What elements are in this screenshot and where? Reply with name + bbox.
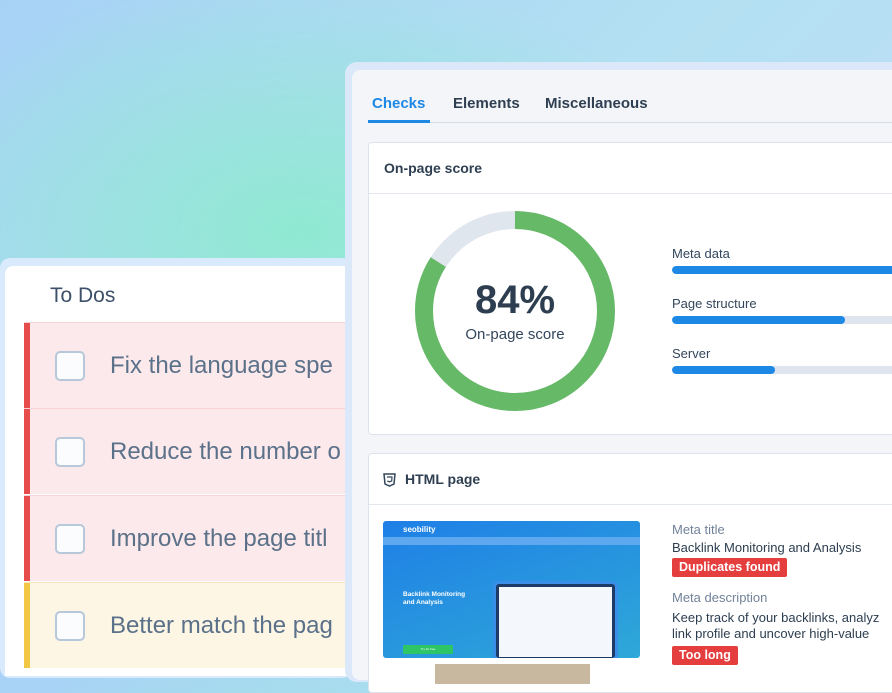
divider <box>369 193 892 194</box>
todo-title: To Dos <box>50 284 116 307</box>
todo-checkbox[interactable] <box>55 437 85 467</box>
onpage-score-card: On-page score 84% On-page score Meta dat… <box>368 142 892 435</box>
preview-hero-title: Backlink Monitoring and Analysis <box>403 591 465 607</box>
todo-text: Fix the language spe <box>110 352 333 379</box>
tab-elements[interactable]: Elements <box>453 95 520 112</box>
category-label: Server <box>672 346 711 361</box>
category-bar-fill <box>672 316 845 324</box>
score-label: On-page score <box>465 326 565 343</box>
divider <box>369 504 892 505</box>
preview-hero-line: and Analysis <box>403 599 443 606</box>
tab-divider <box>368 122 892 123</box>
preview-hero-line: Backlink Monitoring <box>403 591 466 598</box>
priority-bar <box>24 323 30 408</box>
todo-item[interactable]: Reduce the number o <box>24 408 350 494</box>
category-bar <box>672 266 892 274</box>
priority-bar <box>24 496 30 581</box>
preview-cta: Try for free <box>403 645 453 654</box>
score-value: 84% <box>474 278 556 322</box>
todo-checkbox[interactable] <box>55 611 85 641</box>
todo-panel: To Dos Fix the language spe Reduce the n… <box>5 266 350 676</box>
category-label: Meta data <box>672 246 730 261</box>
preview-breadcrumb <box>383 537 640 545</box>
active-tab-indicator <box>368 120 430 123</box>
html5-icon <box>383 473 396 487</box>
priority-bar <box>24 409 30 494</box>
todo-item[interactable]: Better match the pag <box>24 582 350 668</box>
preview-device <box>493 581 618 658</box>
todo-item[interactable]: Improve the page titl <box>24 495 350 581</box>
preview-brand: seobility <box>403 525 436 534</box>
meta-description-label: Meta description <box>672 590 768 605</box>
card-title: On-page score <box>384 160 483 176</box>
score-donut <box>415 211 615 411</box>
second-preview-thumbnail[interactable] <box>435 664 590 684</box>
page-preview-thumbnail[interactable]: seobility Backlink Monitoring and Analysi… <box>383 521 640 658</box>
todo-text: Reduce the number o <box>110 438 341 465</box>
duplicates-badge: Duplicates found <box>672 558 788 577</box>
category-label: Page structure <box>672 296 757 311</box>
meta-description-line: Keep track of your backlinks, analyz <box>672 610 880 625</box>
category-bar <box>672 366 892 374</box>
todo-checkbox[interactable] <box>55 524 85 554</box>
priority-bar <box>24 583 30 668</box>
card-title: HTML page <box>405 471 481 487</box>
too-long-badge: Too long <box>672 646 738 665</box>
tab-checks[interactable]: Checks <box>372 95 426 112</box>
meta-description-line: link profile and uncover high-value <box>672 626 870 641</box>
todo-text: Improve the page titl <box>110 525 328 552</box>
donut-arc <box>415 211 615 411</box>
category-bar-fill <box>672 266 892 274</box>
meta-title-label: Meta title <box>672 522 725 537</box>
category-bar <box>672 316 892 324</box>
tab-miscellaneous[interactable]: Miscellaneous <box>545 95 648 112</box>
html-page-card: HTML page seobility Backlink Monitoring a… <box>368 453 892 693</box>
todo-item[interactable]: Fix the language spe <box>24 322 350 408</box>
todo-text: Better match the pag <box>110 612 333 639</box>
category-bar-fill <box>672 366 776 374</box>
todo-checkbox[interactable] <box>55 351 85 381</box>
meta-title-value: Backlink Monitoring and Analysis <box>672 540 862 555</box>
checks-panel: Checks Elements Miscellaneous On-page sc… <box>352 70 892 693</box>
